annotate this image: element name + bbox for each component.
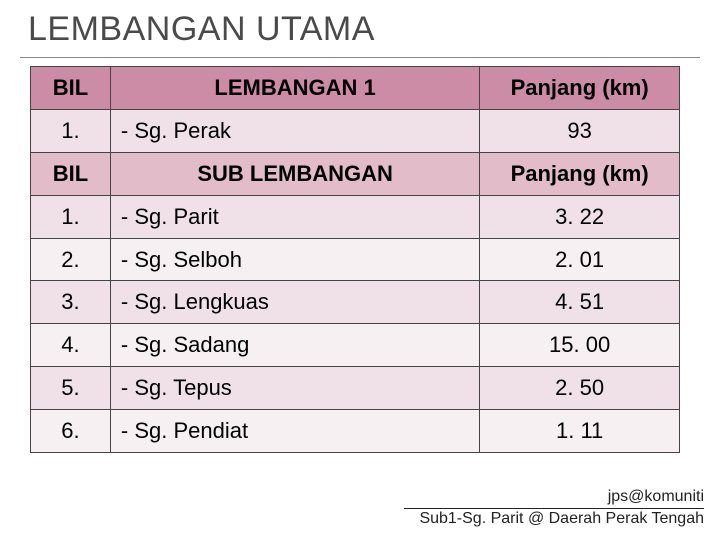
cell-bil: 1. (31, 195, 111, 238)
col-header-bil: BIL (31, 67, 111, 110)
cell-name: - Sg. Sadang (110, 324, 479, 367)
col-header-length: Panjang (km) (480, 67, 680, 110)
cell-len: 93 (480, 109, 680, 152)
footer-divider (404, 508, 704, 509)
table-row: 6. - Sg. Pendiat 1. 11 (31, 410, 680, 453)
cell-name: - Sg. Tepus (110, 367, 479, 410)
table-row: 2. - Sg. Selboh 2. 01 (31, 238, 680, 281)
cell-bil: 1. (31, 109, 111, 152)
table-row: 1. - Sg. Perak 93 (31, 109, 680, 152)
col-header-bil: BIL (31, 152, 111, 195)
cell-bil: 6. (31, 410, 111, 453)
cell-name: - Sg. Perak (110, 109, 479, 152)
page-title: LEMBANGAN UTAMA (0, 0, 720, 53)
table-row: 5. - Sg. Tepus 2. 50 (31, 367, 680, 410)
col-header-name: SUB LEMBANGAN (110, 152, 479, 195)
col-header-length: Panjang (km) (480, 152, 680, 195)
cell-len: 1. 11 (480, 410, 680, 453)
main-header-row: BIL LEMBANGAN 1 Panjang (km) (31, 67, 680, 110)
cell-bil: 4. (31, 324, 111, 367)
cell-bil: 5. (31, 367, 111, 410)
cell-len: 4. 51 (480, 281, 680, 324)
cell-bil: 2. (31, 238, 111, 281)
table-row: 4. - Sg. Sadang 15. 00 (31, 324, 680, 367)
cell-len: 2. 01 (480, 238, 680, 281)
col-header-name: LEMBANGAN 1 (110, 67, 479, 110)
footer-line2: Sub1-Sg. Parit @ Daerah Perak Tengah (404, 510, 704, 528)
table-row: 3. - Sg. Lengkuas 4. 51 (31, 281, 680, 324)
cell-len: 15. 00 (480, 324, 680, 367)
lembangan-table: BIL LEMBANGAN 1 Panjang (km) 1. - Sg. Pe… (30, 66, 680, 453)
cell-name: - Sg. Lengkuas (110, 281, 479, 324)
cell-name: - Sg. Pendiat (110, 410, 479, 453)
cell-len: 2. 50 (480, 367, 680, 410)
cell-bil: 3. (31, 281, 111, 324)
sub-header-row: BIL SUB LEMBANGAN Panjang (km) (31, 152, 680, 195)
table-row: 1. - Sg. Parit 3. 22 (31, 195, 680, 238)
footer-line1: jps@komuniti (404, 488, 704, 506)
cell-name: - Sg. Parit (110, 195, 479, 238)
title-divider (20, 57, 700, 58)
cell-name: - Sg. Selboh (110, 238, 479, 281)
cell-len: 3. 22 (480, 195, 680, 238)
slide-footer: jps@komuniti Sub1-Sg. Parit @ Daerah Per… (404, 488, 704, 528)
